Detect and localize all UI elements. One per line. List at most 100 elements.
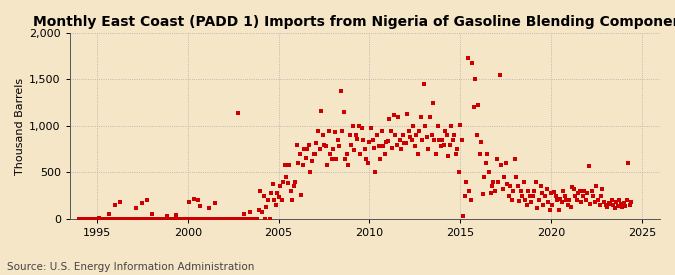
Point bbox=[580, 198, 591, 203]
Point bbox=[441, 133, 452, 138]
Point bbox=[258, 194, 269, 198]
Point bbox=[356, 126, 367, 130]
Point bbox=[422, 135, 433, 139]
Point bbox=[532, 206, 543, 210]
Point bbox=[81, 216, 92, 221]
Point bbox=[560, 194, 570, 198]
Point bbox=[408, 124, 418, 128]
Point bbox=[365, 126, 376, 130]
Point bbox=[475, 152, 485, 156]
Point bbox=[181, 217, 192, 221]
Point bbox=[246, 217, 256, 221]
Point bbox=[144, 217, 155, 221]
Point bbox=[477, 192, 488, 196]
Point bbox=[372, 133, 383, 138]
Point bbox=[266, 191, 277, 195]
Point bbox=[531, 180, 541, 184]
Point bbox=[314, 147, 325, 152]
Point bbox=[173, 217, 184, 221]
Point bbox=[240, 217, 251, 221]
Point bbox=[152, 217, 163, 221]
Point bbox=[502, 182, 512, 186]
Point bbox=[455, 123, 466, 127]
Point bbox=[300, 155, 311, 160]
Point bbox=[220, 217, 231, 221]
Point bbox=[606, 198, 617, 203]
Point bbox=[360, 147, 371, 152]
Point bbox=[370, 170, 381, 175]
Point bbox=[342, 152, 352, 156]
Point bbox=[210, 201, 221, 205]
Point bbox=[313, 128, 323, 133]
Point bbox=[132, 217, 143, 221]
Point bbox=[582, 191, 593, 195]
Point bbox=[622, 198, 632, 203]
Point bbox=[260, 217, 271, 221]
Point bbox=[376, 128, 387, 133]
Point bbox=[438, 142, 449, 147]
Point bbox=[603, 201, 614, 205]
Point bbox=[346, 142, 356, 147]
Point bbox=[393, 114, 404, 119]
Point bbox=[349, 148, 360, 152]
Point bbox=[333, 144, 344, 148]
Point bbox=[84, 217, 95, 221]
Point bbox=[234, 217, 244, 221]
Point bbox=[454, 170, 464, 175]
Point bbox=[500, 161, 511, 165]
Point bbox=[544, 207, 555, 212]
Point bbox=[161, 214, 172, 218]
Point bbox=[119, 217, 130, 221]
Point bbox=[146, 212, 157, 216]
Point bbox=[390, 133, 401, 138]
Point bbox=[114, 200, 125, 204]
Point bbox=[462, 56, 473, 60]
Point bbox=[615, 202, 626, 206]
Point bbox=[383, 116, 394, 121]
Point bbox=[272, 191, 283, 195]
Point bbox=[479, 175, 490, 179]
Point bbox=[116, 217, 127, 221]
Point bbox=[482, 152, 493, 156]
Point bbox=[410, 144, 421, 148]
Point bbox=[382, 139, 393, 143]
Point bbox=[452, 147, 462, 152]
Point bbox=[326, 156, 337, 161]
Point bbox=[105, 217, 116, 221]
Point bbox=[101, 217, 111, 221]
Point bbox=[493, 180, 504, 184]
Point bbox=[564, 198, 574, 203]
Point bbox=[256, 209, 267, 214]
Point bbox=[319, 142, 329, 147]
Point bbox=[355, 152, 366, 156]
Point bbox=[567, 185, 578, 189]
Point bbox=[86, 217, 97, 221]
Point bbox=[126, 217, 137, 221]
Point bbox=[364, 140, 375, 144]
Point bbox=[495, 163, 506, 167]
Point bbox=[420, 124, 431, 128]
Point bbox=[93, 216, 104, 220]
Point bbox=[288, 184, 299, 189]
Point bbox=[437, 138, 448, 142]
Point bbox=[213, 217, 223, 221]
Point bbox=[425, 114, 435, 119]
Point bbox=[299, 147, 310, 152]
Point bbox=[261, 205, 272, 209]
Point bbox=[167, 217, 178, 221]
Point bbox=[440, 128, 451, 133]
Point bbox=[113, 217, 124, 221]
Point bbox=[211, 217, 222, 221]
Point bbox=[400, 141, 411, 145]
Point bbox=[228, 217, 239, 221]
Point bbox=[130, 217, 140, 221]
Point bbox=[122, 217, 133, 221]
Point bbox=[322, 163, 333, 167]
Point bbox=[499, 175, 510, 179]
Point bbox=[273, 194, 284, 199]
Point bbox=[568, 187, 579, 191]
Point bbox=[316, 109, 327, 113]
Point bbox=[98, 217, 109, 221]
Point bbox=[286, 189, 296, 193]
Point bbox=[379, 152, 390, 156]
